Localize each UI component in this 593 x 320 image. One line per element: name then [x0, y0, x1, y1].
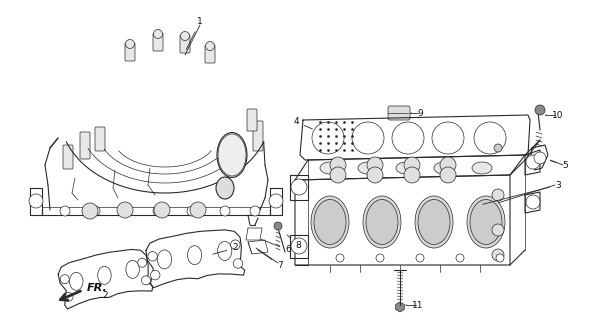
Circle shape [312, 122, 344, 154]
Circle shape [90, 206, 100, 216]
Circle shape [526, 155, 540, 169]
Circle shape [474, 122, 506, 154]
Ellipse shape [363, 196, 401, 248]
Circle shape [492, 224, 504, 236]
Text: 9: 9 [411, 108, 423, 117]
Text: 3: 3 [483, 180, 561, 204]
Circle shape [233, 259, 243, 268]
FancyBboxPatch shape [253, 121, 263, 151]
Circle shape [404, 167, 420, 183]
Ellipse shape [320, 162, 340, 174]
Ellipse shape [467, 196, 505, 248]
FancyBboxPatch shape [153, 33, 163, 51]
Circle shape [330, 167, 346, 183]
Circle shape [440, 167, 456, 183]
FancyBboxPatch shape [125, 43, 135, 61]
Circle shape [148, 252, 157, 261]
Circle shape [142, 276, 151, 285]
FancyBboxPatch shape [95, 127, 105, 151]
Ellipse shape [396, 162, 416, 174]
Circle shape [126, 39, 135, 49]
Circle shape [291, 238, 307, 254]
Circle shape [29, 194, 43, 208]
Text: 8: 8 [287, 235, 301, 250]
Circle shape [64, 292, 73, 301]
Circle shape [231, 240, 240, 249]
Circle shape [269, 194, 283, 208]
Circle shape [60, 275, 69, 284]
FancyBboxPatch shape [63, 145, 73, 169]
Text: 2: 2 [101, 284, 108, 300]
Circle shape [117, 202, 133, 218]
Circle shape [367, 167, 383, 183]
Ellipse shape [470, 199, 502, 244]
Circle shape [404, 157, 420, 173]
Circle shape [250, 206, 260, 216]
Text: 1: 1 [186, 18, 203, 50]
Circle shape [456, 254, 464, 262]
Circle shape [492, 189, 504, 201]
Circle shape [187, 206, 197, 216]
Circle shape [440, 157, 456, 173]
Circle shape [60, 206, 70, 216]
Circle shape [274, 222, 282, 230]
Circle shape [416, 254, 424, 262]
Circle shape [496, 254, 504, 262]
Circle shape [330, 157, 346, 173]
Text: 6: 6 [260, 239, 291, 254]
Circle shape [494, 144, 502, 152]
Ellipse shape [216, 177, 234, 199]
Text: 11: 11 [406, 300, 424, 309]
Circle shape [151, 270, 160, 280]
Circle shape [154, 29, 162, 38]
Ellipse shape [126, 260, 139, 278]
Ellipse shape [472, 162, 492, 174]
Circle shape [120, 206, 130, 216]
Circle shape [206, 42, 215, 51]
Ellipse shape [218, 242, 232, 260]
Ellipse shape [314, 199, 346, 244]
Circle shape [154, 202, 170, 218]
Ellipse shape [311, 196, 349, 248]
Circle shape [535, 105, 545, 115]
Circle shape [82, 203, 98, 219]
Ellipse shape [69, 272, 83, 290]
Ellipse shape [217, 132, 247, 178]
Circle shape [153, 206, 163, 216]
Circle shape [220, 206, 230, 216]
Circle shape [291, 179, 307, 195]
Text: 4: 4 [293, 117, 313, 129]
FancyBboxPatch shape [388, 106, 410, 120]
Circle shape [138, 258, 146, 267]
FancyBboxPatch shape [205, 45, 215, 63]
Circle shape [367, 157, 383, 173]
FancyBboxPatch shape [80, 132, 90, 159]
Circle shape [534, 152, 546, 164]
Circle shape [376, 254, 384, 262]
Ellipse shape [98, 266, 111, 284]
Ellipse shape [415, 196, 453, 248]
Text: 7: 7 [257, 250, 283, 269]
Circle shape [526, 195, 540, 209]
Ellipse shape [434, 162, 454, 174]
Ellipse shape [358, 162, 378, 174]
Circle shape [492, 249, 504, 261]
Circle shape [352, 122, 384, 154]
Ellipse shape [187, 246, 202, 265]
Circle shape [180, 31, 190, 41]
Circle shape [392, 122, 424, 154]
Ellipse shape [366, 199, 398, 244]
FancyBboxPatch shape [180, 35, 190, 53]
Text: FR.: FR. [87, 283, 108, 293]
Text: 5: 5 [551, 161, 568, 170]
Text: 2: 2 [213, 244, 238, 254]
FancyBboxPatch shape [247, 109, 257, 131]
Circle shape [432, 122, 464, 154]
Circle shape [336, 254, 344, 262]
Ellipse shape [157, 250, 171, 269]
Ellipse shape [418, 199, 450, 244]
Circle shape [190, 202, 206, 218]
Text: 10: 10 [546, 110, 564, 119]
